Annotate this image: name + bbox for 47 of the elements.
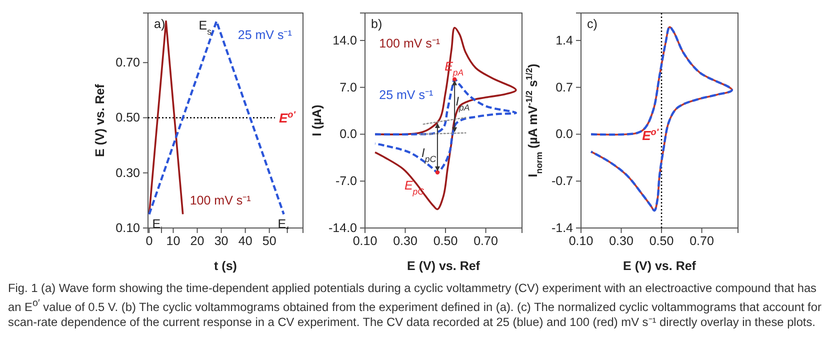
series-label: 100 mV s⁻¹ xyxy=(379,36,440,50)
y-tick-label: 0.0 xyxy=(340,127,358,142)
x-tick-label: 50 xyxy=(262,234,276,248)
y-tick-label: 1.4 xyxy=(556,33,574,48)
x-axis-title: E (V) vs. Ref xyxy=(407,259,481,273)
x-tick-label: 0.50 xyxy=(433,234,458,248)
annotation: E$_{s}$ xyxy=(198,18,212,36)
y-axis-title: E (V) vs. Ref xyxy=(93,83,107,157)
x-tick-label: 0 xyxy=(146,234,153,248)
y-tick-label: -7.0 xyxy=(335,174,358,188)
caption: Fig. 1 (a) Wave form showing the time-dependent applied potentials during a cyclic voltammetry (CV) experiment with an electroactive compound that has an E$^{o′}$ value of 0.5 V. (b) The cyclic voltammograms obtained from the experiment defined in (a). (c) The normalized cyclic voltammograms that account for scan-rate dependence of the current response in a CV experiment. The CV data recorded at 25 (blue) and 100 (red) mV s⁻¹ directly overlay in these plots. xyxy=(8,281,822,330)
x-tick-label: 0.30 xyxy=(393,234,418,248)
x-tick-label: 0.10 xyxy=(352,234,378,248)
x-tick-label: 0.10 xyxy=(568,234,594,248)
y-tick-label: 0.30 xyxy=(116,166,140,180)
x-tick-label: 0.30 xyxy=(609,234,634,248)
annotation: I$_{pC}$ xyxy=(421,146,437,164)
chart-title: a) xyxy=(154,17,166,31)
y-tick-label: 0.70 xyxy=(116,56,140,70)
y-tick-label: -0.7 xyxy=(551,174,574,188)
line-series xyxy=(374,78,518,174)
y-tick-label: 0.50 xyxy=(116,110,140,125)
x-tick-label: 20 xyxy=(190,234,204,248)
y-tick-label: 0.10 xyxy=(116,221,140,235)
chart-title: c) xyxy=(587,17,598,31)
x-axis-title: t (s) xyxy=(214,259,237,273)
x-tick-label: 10 xyxy=(166,234,180,248)
ref-line-label: E$^{o'}$ xyxy=(279,110,296,126)
y-tick-label: -14.0 xyxy=(328,221,358,235)
chart-title: b) xyxy=(371,17,382,31)
x-tick-label: 0.50 xyxy=(649,234,674,248)
series-label: 25 mV s⁻¹ xyxy=(238,28,292,42)
annotation: I$_{pA}$ xyxy=(456,94,470,112)
y-tick-label: 14.0 xyxy=(332,33,358,48)
series-label: 100 mV s⁻¹ xyxy=(190,193,251,208)
ref-line-label: E$^{o'}$ xyxy=(642,126,660,143)
y-axis-title: I (µA) xyxy=(310,104,324,136)
series-label: 25 mV s⁻¹ xyxy=(379,88,434,102)
x-axis-title: E (V) vs. Ref xyxy=(623,259,697,273)
x-tick-label: 0.70 xyxy=(690,234,714,248)
y-tick-label: -1.4 xyxy=(551,221,574,235)
y-tick-label: 7.0 xyxy=(340,80,358,94)
y-tick-label: 0.7 xyxy=(556,80,574,94)
y-tick-label: 0.0 xyxy=(556,127,574,142)
x-tick-label: 30 xyxy=(214,234,228,248)
x-tick-label: 0.70 xyxy=(474,234,498,248)
x-tick-label: 40 xyxy=(238,234,252,248)
